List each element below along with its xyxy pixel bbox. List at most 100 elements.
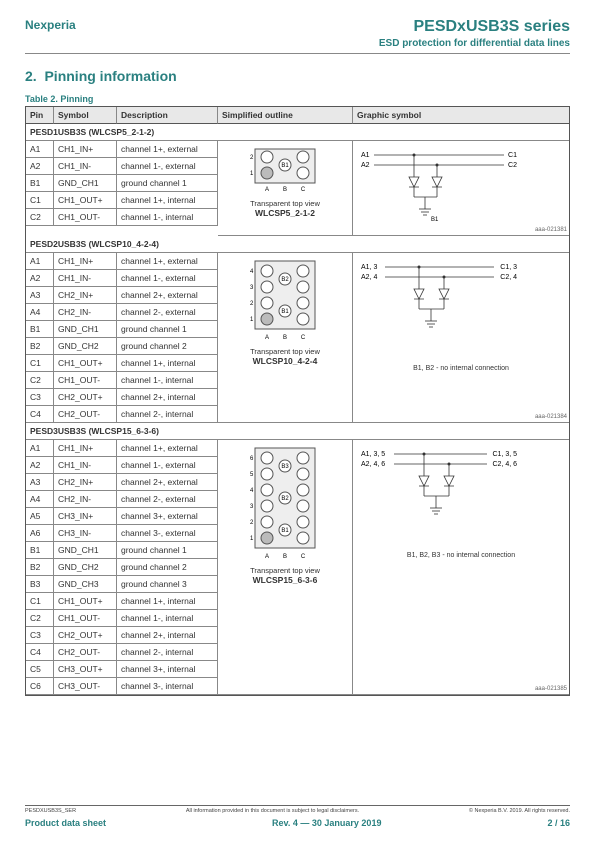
table-row: C2CH1_OUT-channel 1-, internal [26, 209, 218, 226]
svg-text:1: 1 [250, 171, 254, 177]
cell-desc: channel 2+, internal [117, 627, 218, 644]
svg-text:2: 2 [250, 520, 254, 526]
ref-1: aaa-021381 [535, 227, 567, 233]
no-conn-3: B1, B2, B3 - no internal connection [359, 552, 563, 559]
cell-symbol: GND_CH3 [54, 576, 117, 593]
ftr-copyright: © Nexperia B.V. 2019. All rights reserve… [469, 808, 570, 814]
cell-symbol: CH1_IN- [54, 158, 117, 175]
cell-pin: C2 [26, 372, 54, 389]
svg-text:B1: B1 [281, 528, 289, 534]
cell-desc: ground channel 2 [117, 559, 218, 576]
table-row: A4CH2_IN-channel 2-, external [26, 304, 218, 321]
cell-desc: ground channel 1 [117, 321, 218, 338]
package-outline-3: B1 B2 B3 12 34 56 A B C [247, 446, 323, 560]
subheader-3: PESD3USB3S (WLCSP15_6-3-6) [26, 423, 569, 440]
cell-symbol: CH1_OUT- [54, 372, 117, 389]
package-outline-2: B1 B2 12 34 A B C [247, 259, 323, 341]
cell-pin: C3 [26, 627, 54, 644]
svg-text:C1: C1 [508, 152, 517, 159]
table-row: A1CH1_IN+channel 1+, external [26, 253, 218, 270]
cell-desc: channel 2-, external [117, 304, 218, 321]
table-row: B2GND_CH2ground channel 2 [26, 338, 218, 355]
svg-text:3: 3 [250, 504, 254, 510]
cell-symbol: CH1_IN- [54, 270, 117, 287]
table-row: C6CH3_OUT-channel 3-, internal [26, 678, 218, 695]
cell-desc: ground channel 1 [117, 175, 218, 192]
table-row: B1GND_CH1ground channel 1 [26, 321, 218, 338]
ftr-docid: PESDXUSB3S_SER [25, 808, 76, 814]
cell-desc: ground channel 2 [117, 338, 218, 355]
cell-symbol: CH2_OUT- [54, 644, 117, 661]
ftr-disclaimer: All information provided in this documen… [186, 808, 359, 814]
table-row: A2CH1_IN-channel 1-, external [26, 457, 218, 474]
pinning-table: Pin Symbol Description Simplified outlin… [25, 106, 570, 696]
cell-desc: channel 2-, internal [117, 406, 218, 423]
cell-pin: A4 [26, 491, 54, 508]
table-row: C4CH2_OUT-channel 2-, internal [26, 406, 218, 423]
package-outline-1: B1 1 2 A B C [247, 147, 323, 193]
cell-symbol: CH3_OUT+ [54, 661, 117, 678]
cell-pin: C1 [26, 192, 54, 209]
cell-desc: channel 2-, external [117, 491, 218, 508]
svg-text:B2: B2 [281, 496, 289, 502]
cell-symbol: GND_CH2 [54, 338, 117, 355]
svg-text:A2: A2 [361, 162, 370, 169]
svg-text:A1, 3: A1, 3 [361, 264, 377, 271]
cell-desc: channel 1-, external [117, 457, 218, 474]
cell-desc: channel 1+, internal [117, 593, 218, 610]
cell-desc: channel 1-, internal [117, 610, 218, 627]
col-graphic: Graphic symbol [353, 107, 569, 124]
cell-symbol: CH2_IN+ [54, 287, 117, 304]
table-caption: Table 2. Pinning [25, 94, 570, 104]
cell-symbol: CH3_OUT- [54, 678, 117, 695]
cell-pin: A1 [26, 440, 54, 457]
cell-pin: B3 [26, 576, 54, 593]
svg-text:B: B [283, 554, 287, 560]
cell-symbol: CH1_IN+ [54, 440, 117, 457]
svg-text:A1: A1 [361, 152, 370, 159]
pkg2-caption: Transparent top viewWLCSP10_4-2-4 [250, 347, 320, 366]
svg-text:C: C [301, 335, 306, 341]
svg-text:C2: C2 [508, 162, 517, 169]
cell-desc: channel 1-, internal [117, 372, 218, 389]
cell-pin: A4 [26, 304, 54, 321]
cell-desc: channel 3+, external [117, 508, 218, 525]
svg-text:6: 6 [250, 456, 254, 462]
table-row: A3CH2_IN+channel 2+, external [26, 474, 218, 491]
svg-text:1: 1 [250, 536, 254, 542]
cell-symbol: CH2_OUT+ [54, 627, 117, 644]
table-row: C3CH2_OUT+channel 2+, internal [26, 627, 218, 644]
ftr-type: Product data sheet [25, 818, 106, 828]
table-row: C1CH1_OUT+channel 1+, internal [26, 593, 218, 610]
cell-pin: C4 [26, 644, 54, 661]
table-row: A6CH3_IN-channel 3-, external [26, 525, 218, 542]
cell-symbol: GND_CH2 [54, 559, 117, 576]
cell-symbol: GND_CH1 [54, 321, 117, 338]
svg-text:C2, 4: C2, 4 [500, 274, 517, 281]
table-row: C1CH1_OUT+channel 1+, internal [26, 355, 218, 372]
svg-text:A1, 3, 5: A1, 3, 5 [361, 451, 385, 458]
cell-symbol: CH3_IN+ [54, 508, 117, 525]
cell-symbol: GND_CH1 [54, 542, 117, 559]
cell-symbol: CH1_OUT+ [54, 593, 117, 610]
schematic-3: A1, 3, 5C1, 3, 5 A2, 4, 6C2, 4, 6 [359, 446, 524, 546]
svg-text:B: B [283, 187, 287, 193]
table-row: A5CH3_IN+channel 3+, external [26, 508, 218, 525]
company-name: Nexperia [25, 18, 76, 32]
cell-pin: C2 [26, 610, 54, 627]
svg-text:B3: B3 [281, 464, 289, 470]
cell-pin: B2 [26, 559, 54, 576]
cell-symbol: CH2_OUT+ [54, 389, 117, 406]
cell-pin: B1 [26, 175, 54, 192]
svg-text:4: 4 [250, 269, 254, 275]
doc-title: PESDxUSB3S series [379, 18, 570, 36]
subheader-1: PESD1USB3S (WLCSP5_2-1-2) [26, 124, 569, 141]
schematic-1: A1C1 A2C2 B1 [359, 147, 524, 227]
no-conn-2: B1, B2 - no internal connection [359, 365, 563, 372]
cell-pin: A3 [26, 474, 54, 491]
table-row: A1CH1_IN+channel 1+, external [26, 440, 218, 457]
cell-pin: B2 [26, 338, 54, 355]
cell-symbol: CH1_IN+ [54, 141, 117, 158]
ref-3: aaa-021385 [535, 686, 567, 692]
cell-symbol: CH2_IN- [54, 304, 117, 321]
